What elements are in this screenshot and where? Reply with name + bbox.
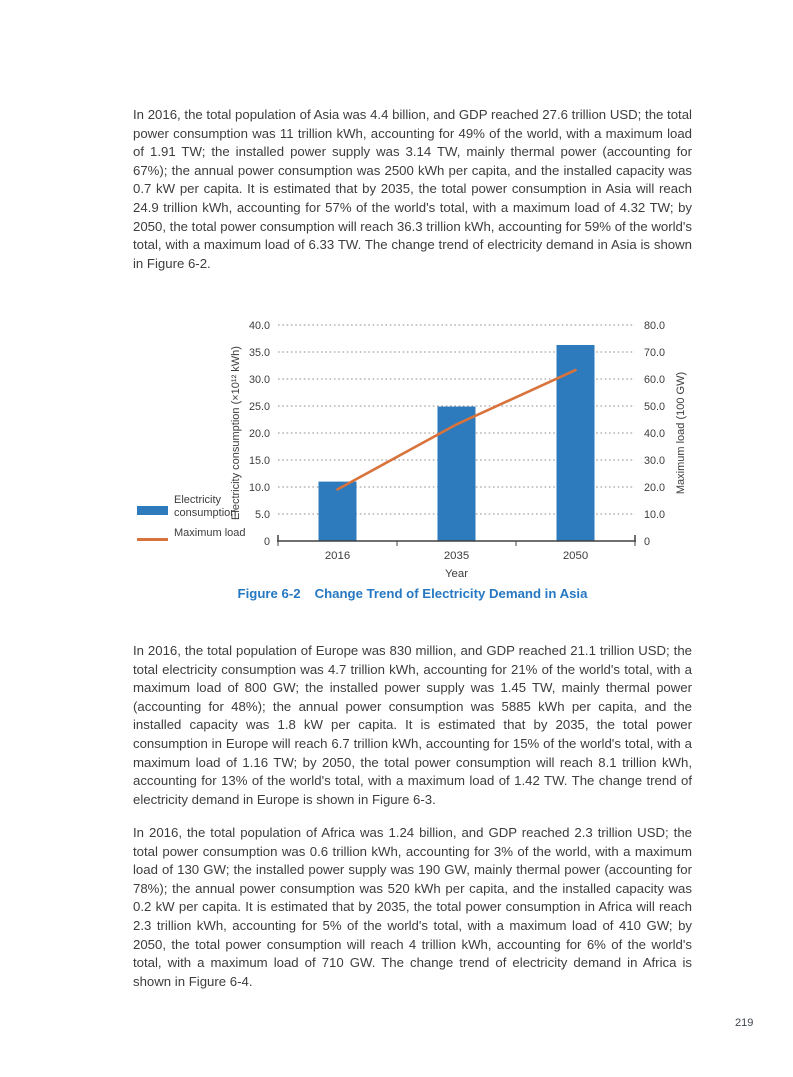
- figure-caption-title: Change Trend of Electricity Demand in As…: [314, 586, 588, 601]
- legend-item-electricity-consumption: Electricity consumption: [137, 494, 247, 520]
- left-axis-tick-label: 5.0: [255, 509, 270, 521]
- paragraph-asia: In 2016, the total population of Asia wa…: [133, 107, 692, 271]
- right-axis-tick-label: 80.0: [644, 320, 665, 332]
- bar-2050: [556, 344, 595, 541]
- right-axis-tick-label: 0: [644, 536, 650, 548]
- right-axis-tick-label: 20.0: [644, 482, 665, 494]
- left-axis-tick-label: 35.0: [249, 347, 270, 359]
- right-axis-tick-label: 10.0: [644, 509, 665, 521]
- left-axis-title: Electricity consumption (×10¹² kWh): [230, 346, 242, 520]
- chart-svg: 0 5.0 10.0 15.0 20.0 25.0 30.0 35.0 40.0 0 10.0 20.…: [230, 320, 687, 580]
- bar-swatch-icon: [137, 506, 168, 515]
- figure-caption-label: Figure 6-2: [237, 586, 301, 601]
- left-axis-tick-label: 10.0: [249, 482, 270, 494]
- bar-2016: [318, 481, 357, 541]
- page-number: 219: [735, 1017, 754, 1029]
- maximum-load-line: [336, 368, 577, 491]
- paragraph-europe: In 2016, the total population of Europe …: [133, 643, 692, 807]
- right-axis-tick-label: 40.0: [644, 428, 665, 440]
- left-axis-tick-label: 40.0: [249, 320, 270, 332]
- left-axis-tick-label: 0: [264, 536, 270, 548]
- left-axis-tick-label: 25.0: [249, 401, 270, 413]
- legend-item-maximum-load: Maximum load: [137, 527, 247, 541]
- chart-legend: Electricity consumption Maximum load: [137, 494, 247, 548]
- left-axis-tick-label: 30.0: [249, 374, 270, 386]
- x-category-label: 2035: [444, 550, 469, 562]
- right-axis-title: Maximum load (100 GW): [675, 372, 687, 494]
- paragraph-africa: In 2016, the total population of Africa …: [133, 825, 692, 989]
- right-axis-tick-label: 50.0: [644, 401, 665, 413]
- legend-label: Maximum load: [174, 527, 246, 539]
- left-axis-tick-label: 20.0: [249, 428, 270, 440]
- x-category-label: 2016: [325, 550, 350, 562]
- figure-6-2-chart: 0 5.0 10.0 15.0 20.0 25.0 30.0 35.0 40.0 0 10.0 20.…: [133, 315, 692, 585]
- right-axis-tick-label: 70.0: [644, 347, 665, 359]
- right-axis-tick-label: 60.0: [644, 374, 665, 386]
- right-axis-tick-label: 30.0: [644, 455, 665, 467]
- bar-2035: [437, 406, 476, 541]
- x-category-label: 2050: [563, 550, 588, 562]
- figure-caption: Figure 6-2 Change Trend of Electricity De…: [133, 586, 692, 601]
- x-axis-title: Year: [445, 568, 468, 580]
- left-axis-tick-label: 15.0: [249, 455, 270, 467]
- legend-label: Electricity consumption: [174, 494, 237, 519]
- line-swatch-icon: [137, 538, 168, 541]
